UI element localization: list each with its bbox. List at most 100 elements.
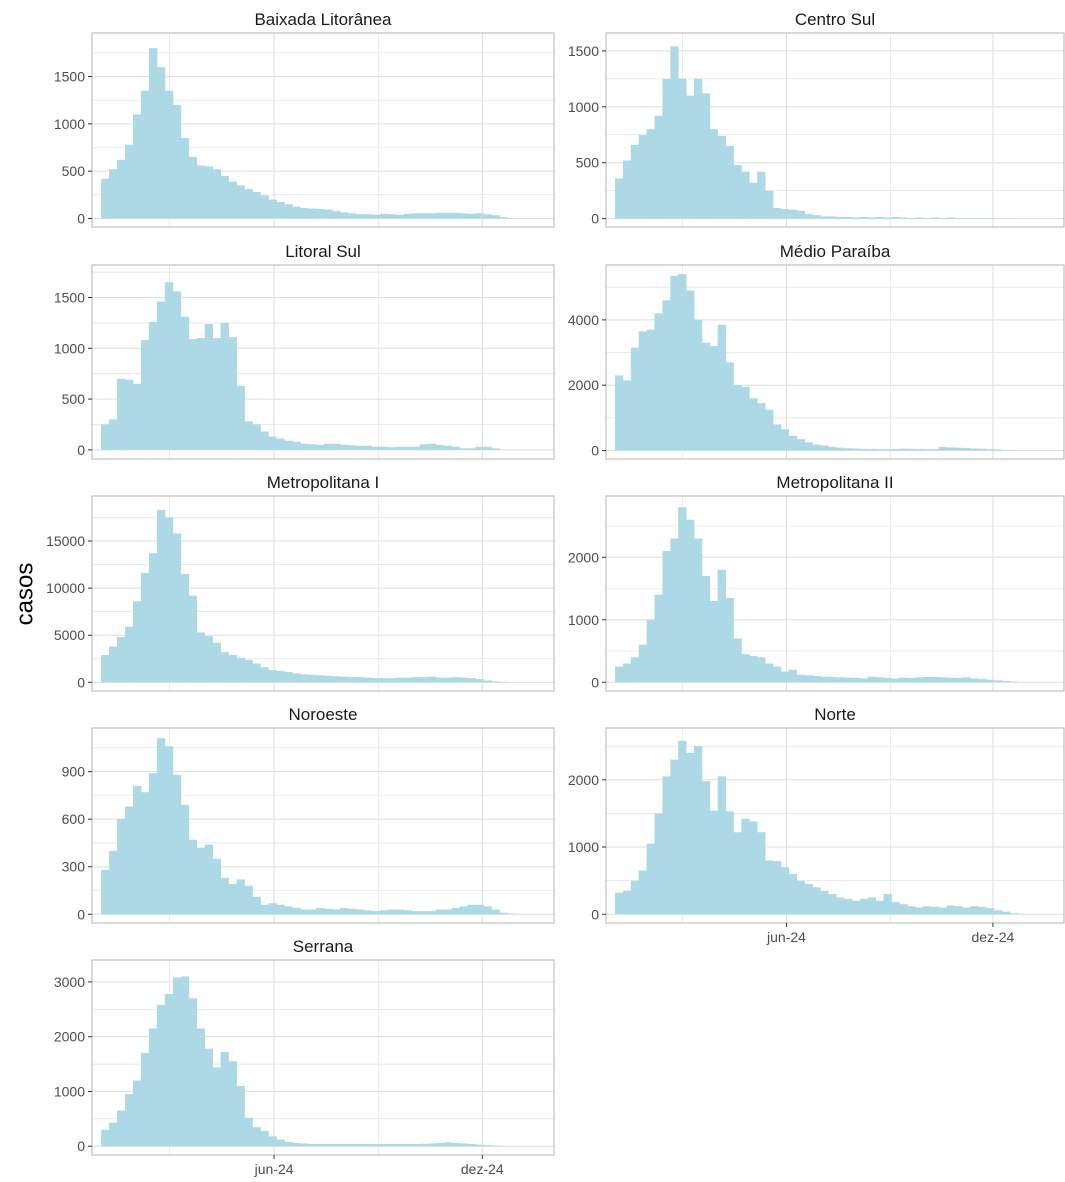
- histogram-bar: [733, 164, 742, 219]
- histogram-bar: [371, 1144, 381, 1147]
- histogram-bar: [308, 909, 317, 915]
- y-tick-label: 0: [77, 210, 85, 226]
- histogram-bar: [812, 215, 821, 219]
- histogram-bar: [483, 680, 492, 683]
- histogram-bar: [491, 1145, 500, 1147]
- histogram-bar: [875, 216, 884, 219]
- histogram-bar: [356, 1144, 365, 1147]
- facet-title: Metropolitana II: [776, 473, 893, 492]
- histogram-bar: [646, 329, 655, 451]
- facet-title: Baixada Litorânea: [254, 10, 392, 29]
- histogram-bar: [188, 595, 198, 683]
- histogram-bar: [678, 78, 687, 219]
- histogram-bar: [411, 446, 421, 450]
- histogram-bar: [125, 806, 134, 915]
- histogram-bar: [379, 910, 389, 915]
- histogram-bar: [615, 375, 624, 451]
- histogram-bar: [622, 890, 632, 915]
- y-tick-label: 1000: [568, 99, 599, 115]
- histogram-bar: [922, 218, 932, 219]
- histogram-bar: [483, 906, 492, 915]
- histogram-bar: [836, 447, 845, 451]
- histogram-bar: [276, 1139, 285, 1147]
- histogram-bar: [443, 909, 452, 915]
- histogram-bar: [292, 441, 301, 450]
- histogram-bar: [196, 847, 206, 915]
- facet-panel: 0 2000 4000 Médio Paraíba: [568, 242, 1065, 460]
- histogram-bar: [284, 1141, 293, 1147]
- histogram-bar: [292, 206, 301, 219]
- histogram-bar: [220, 322, 229, 450]
- histogram-bar: [212, 642, 221, 683]
- histogram-bar: [443, 677, 452, 683]
- histogram-bar: [670, 46, 679, 219]
- histogram-bar: [678, 740, 687, 915]
- histogram-bar: [757, 171, 766, 219]
- histogram-bar: [938, 907, 948, 915]
- histogram-bar: [467, 213, 476, 219]
- histogram-bar: [260, 904, 269, 915]
- histogram-bar: [340, 907, 349, 915]
- histogram-bar: [196, 338, 206, 450]
- histogram-bar: [356, 909, 365, 915]
- panel-border: [605, 727, 1065, 924]
- panel-border: [605, 264, 1065, 460]
- histogram-bar: [308, 208, 317, 219]
- y-tick-label: 2000: [568, 549, 599, 565]
- histogram-bar: [891, 902, 900, 915]
- histogram-bar: [140, 573, 150, 683]
- histogram-bar: [701, 93, 711, 219]
- histogram-bar: [891, 678, 900, 683]
- histogram-bar: [638, 331, 648, 451]
- histogram-bar: [749, 398, 758, 451]
- histogram-bar: [156, 509, 166, 683]
- histogram-bar: [403, 213, 413, 219]
- histogram-bar: [693, 319, 703, 451]
- histogram-bar: [363, 677, 373, 683]
- histogram-bar: [693, 746, 703, 915]
- histogram-bar: [292, 673, 301, 683]
- histogram-bar: [443, 1142, 452, 1147]
- histogram-bar: [899, 448, 908, 451]
- histogram-bar: [284, 204, 293, 219]
- histogram-bar: [930, 906, 940, 915]
- histogram-bar: [638, 644, 648, 683]
- histogram-bar: [820, 676, 829, 683]
- histogram-bar: [915, 449, 924, 451]
- histogram-bar: [851, 677, 861, 683]
- histogram-bar: [930, 449, 940, 451]
- histogram-bar: [435, 677, 445, 683]
- facet-panel: 0 1000 2000 Norte jun-24 dez-24: [568, 705, 1065, 945]
- histogram-bar: [172, 291, 182, 450]
- histogram-bar: [701, 781, 711, 915]
- histogram-bar: [812, 444, 821, 451]
- histogram-bar: [678, 274, 687, 451]
- y-tick-label: 4000: [568, 312, 599, 328]
- histogram-bar: [1001, 911, 1011, 915]
- histogram-bar: [725, 597, 734, 683]
- y-tick-label: 15000: [46, 533, 85, 549]
- histogram-bar: [395, 446, 405, 450]
- histogram-bar: [670, 759, 679, 915]
- facet-panel: 0 300 600 900 Noroeste: [62, 705, 555, 924]
- histogram-bar: [268, 670, 277, 683]
- histogram-bar: [132, 114, 142, 219]
- histogram-bar: [427, 676, 437, 683]
- histogram-bar: [316, 1144, 325, 1147]
- histogram-bar: [395, 1144, 405, 1147]
- histogram-bar: [212, 338, 221, 450]
- y-tick-label: 3000: [54, 974, 85, 990]
- facet-title: Centro Sul: [795, 10, 875, 29]
- histogram-bar: [435, 1142, 445, 1147]
- y-tick-label: 1000: [568, 612, 599, 628]
- histogram-bar: [678, 507, 687, 683]
- histogram-bar: [859, 678, 869, 683]
- histogram-bar: [796, 880, 805, 915]
- histogram-bar: [371, 214, 381, 219]
- histogram-bar: [403, 677, 413, 683]
- histogram-bar: [467, 448, 476, 450]
- histogram-bar: [132, 383, 142, 450]
- histogram-bar: [986, 218, 995, 219]
